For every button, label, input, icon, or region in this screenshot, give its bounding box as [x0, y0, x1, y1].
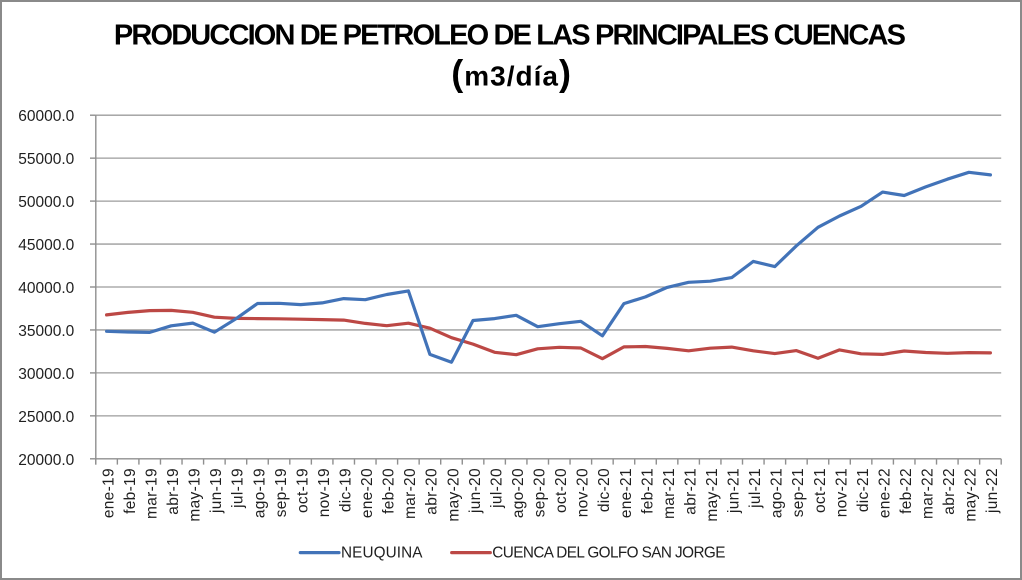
svg-text:may-19: may-19: [187, 468, 204, 521]
svg-text:mar-19: mar-19: [143, 468, 160, 519]
svg-text:PRODUCCION DE PETROLEO DE LAS: PRODUCCION DE PETROLEO DE LAS PRINCIPALE…: [114, 20, 906, 52]
svg-text:45000.0: 45000.0: [18, 237, 74, 254]
svg-text:may-20: may-20: [445, 468, 462, 522]
svg-text:jul-21: jul-21: [747, 468, 764, 509]
svg-text:ago-20: ago-20: [510, 468, 527, 518]
svg-text:dic-20: dic-20: [596, 468, 613, 512]
svg-text:feb-19: feb-19: [122, 468, 139, 514]
svg-text:40000.0: 40000.0: [18, 280, 74, 297]
svg-text:feb-22: feb-22: [898, 468, 915, 514]
svg-text:feb-20: feb-20: [381, 468, 398, 514]
svg-text:sep-21: sep-21: [790, 468, 807, 517]
svg-text:dic-19: dic-19: [338, 468, 355, 512]
svg-text:ene-19: ene-19: [100, 468, 117, 518]
svg-text:20000.0: 20000.0: [18, 452, 74, 469]
svg-text:50000.0: 50000.0: [18, 194, 74, 211]
svg-text:ene-21: ene-21: [618, 468, 635, 518]
svg-text:35000.0: 35000.0: [18, 323, 74, 340]
svg-text:oct-20: oct-20: [553, 468, 570, 513]
svg-text:dic-21: dic-21: [855, 468, 872, 512]
svg-text:oct-19: oct-19: [294, 468, 311, 513]
svg-text:jun-19: jun-19: [208, 468, 225, 514]
svg-text:55000.0: 55000.0: [18, 151, 74, 168]
svg-text:nov-21: nov-21: [833, 468, 850, 517]
svg-text:may-21: may-21: [704, 468, 721, 521]
svg-text:oct-21: oct-21: [812, 468, 829, 513]
svg-text:nov-20: nov-20: [575, 468, 592, 517]
svg-text:ene-22: ene-22: [876, 468, 893, 518]
svg-text:sep-19: sep-19: [273, 468, 290, 517]
svg-text:may-22: may-22: [963, 468, 980, 521]
svg-text:ago-19: ago-19: [251, 468, 268, 518]
svg-text:jun-22: jun-22: [984, 468, 1001, 514]
svg-text:30000.0: 30000.0: [18, 366, 74, 383]
svg-text:jul-19: jul-19: [230, 468, 247, 509]
svg-text:abr-21: abr-21: [682, 468, 699, 515]
svg-text:abr-19: abr-19: [165, 468, 182, 515]
svg-text:abr-20: abr-20: [424, 468, 441, 515]
svg-text:jun-20: jun-20: [467, 468, 484, 514]
svg-text:CUENCA DEL GOLFO SAN JORGE: CUENCA DEL GOLFO SAN JORGE: [492, 545, 725, 562]
svg-text:feb-21: feb-21: [639, 468, 656, 514]
svg-text:jun-21: jun-21: [726, 468, 743, 514]
svg-text:nov-19: nov-19: [316, 468, 333, 517]
svg-text:mar-20: mar-20: [402, 468, 419, 519]
svg-text:60000.0: 60000.0: [18, 108, 74, 125]
svg-text:mar-21: mar-21: [661, 468, 678, 519]
svg-text:25000.0: 25000.0: [18, 409, 74, 426]
svg-text:ene-20: ene-20: [359, 468, 376, 518]
svg-text:sep-20: sep-20: [532, 468, 549, 517]
svg-text:NEUQUINA: NEUQUINA: [341, 545, 423, 562]
svg-text:mar-22: mar-22: [920, 468, 937, 519]
svg-text:ago-21: ago-21: [769, 468, 786, 518]
svg-text:abr-22: abr-22: [941, 468, 958, 515]
svg-text:jul-20: jul-20: [488, 468, 505, 509]
